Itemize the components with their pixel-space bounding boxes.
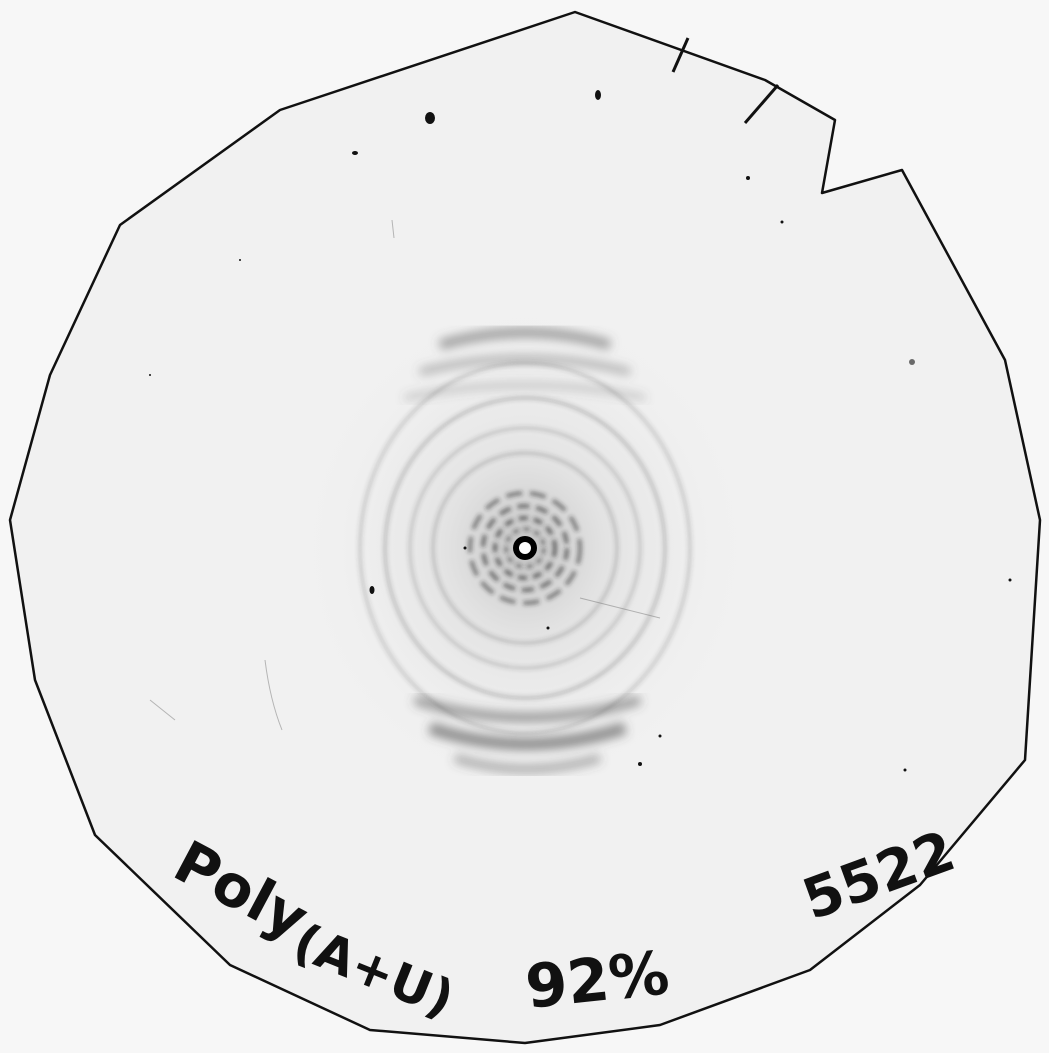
dust-specks <box>149 90 1012 772</box>
notch-mark <box>743 84 780 124</box>
humidity-label: 92% <box>522 938 672 1023</box>
beam-center-hole <box>519 542 531 554</box>
diffraction-rings <box>358 361 692 735</box>
inner-rings <box>468 491 582 605</box>
notch-mark <box>671 37 690 73</box>
film-scratches <box>149 219 661 731</box>
